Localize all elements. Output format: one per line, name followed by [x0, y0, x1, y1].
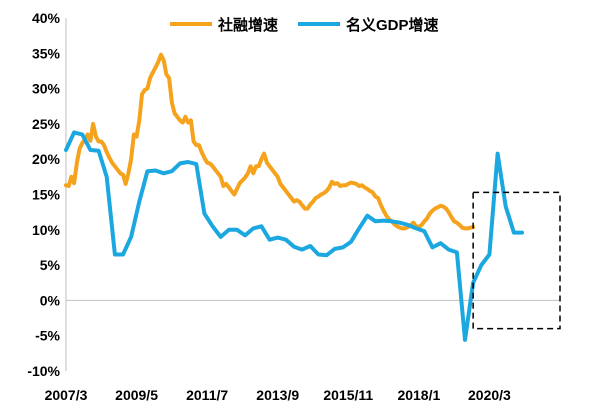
x-tick-label: 2013/9 — [256, 387, 299, 403]
y-tick-label: 10% — [32, 222, 61, 238]
y-tick-label: 20% — [32, 151, 61, 167]
y-tick-label: 40% — [32, 10, 61, 26]
y-tick-label: 25% — [32, 116, 61, 132]
x-tick-label: 2009/5 — [115, 387, 158, 403]
y-axis-ticks: 40% 35% 30% 25% 20% 15% 10% 5% 0% -5% -10% — [27, 10, 60, 379]
y-tick-label: 35% — [32, 45, 61, 61]
y-tick-label: 5% — [40, 257, 61, 273]
x-tick-label: 2015/11 — [323, 387, 373, 403]
highlight-box — [472, 191, 561, 330]
legend-label-social-financing: 社融增速 — [217, 16, 278, 34]
legend-label-nominal-gdp: 名义GDP增速 — [346, 16, 439, 34]
x-tick-label: 2018/1 — [397, 387, 440, 403]
x-tick-label: 2007/3 — [45, 387, 88, 403]
y-tick-label: -10% — [27, 363, 60, 379]
x-axis-ticks: 2007/3 2009/5 2011/7 2013/9 2015/11 2018/1 202… — [45, 387, 511, 403]
x-tick-label: 2020/3 — [468, 387, 511, 403]
legend: 社融增速 名义GDP增速 — [170, 16, 439, 34]
y-tick-label: 0% — [40, 292, 61, 308]
series-line-social-financing — [64, 52, 476, 231]
y-tick-label: 15% — [32, 187, 61, 203]
series-line-nominal-gdp — [64, 130, 524, 342]
y-tick-label: -5% — [35, 328, 60, 344]
series-lines — [64, 52, 524, 342]
y-tick-label: 30% — [32, 81, 61, 97]
x-tick-label: 2011/7 — [186, 387, 228, 403]
chart-axes — [65, 18, 560, 371]
